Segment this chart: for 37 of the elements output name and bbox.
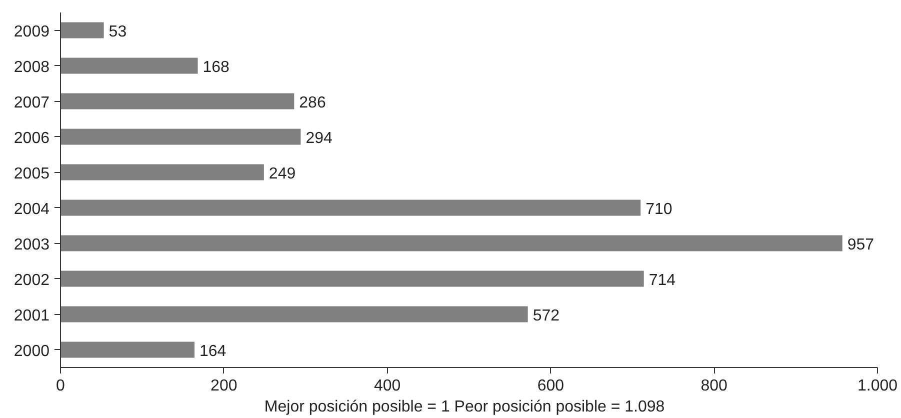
bar (60, 128, 301, 145)
y-tick-label: 2001 (14, 307, 50, 324)
x-tick-label: 1.000 (857, 378, 898, 394)
data-label: 572 (532, 307, 560, 324)
data-label: 714 (648, 272, 676, 289)
bar (60, 58, 198, 74)
bar (60, 306, 528, 322)
x-tick-label: 800 (700, 378, 728, 394)
data-label: 164 (199, 342, 226, 360)
y-tick-label: 2003 (14, 236, 50, 254)
bar (60, 270, 644, 287)
y-tick-label: 2000 (14, 342, 50, 360)
y-tick-label: 2007 (14, 94, 50, 112)
bar (60, 342, 194, 358)
data-label: 294 (306, 130, 332, 147)
data-label: 168 (202, 58, 230, 76)
x-tick-label: 400 (374, 378, 401, 394)
bar (60, 235, 842, 252)
bar (60, 164, 264, 180)
bar (60, 22, 104, 38)
y-tick-label: 2008 (14, 58, 50, 76)
y-tick-label: 2005 (14, 165, 50, 182)
y-tick-label: 2004 (14, 200, 50, 218)
x-axis-title: Mejor posición posible = 1 Peor posición posible = 1.098 (264, 398, 665, 416)
y-tick-label: 2009 (14, 23, 50, 40)
data-label: 286 (299, 94, 326, 112)
data-label: 249 (268, 165, 296, 182)
bar (60, 200, 641, 216)
x-tick-label: 600 (537, 378, 564, 394)
y-tick-label: 2006 (14, 130, 50, 147)
y-tick-label: 2002 (14, 272, 50, 289)
x-tick-label: 0 (56, 378, 66, 394)
data-label: 957 (847, 236, 874, 254)
x-tick-label: 200 (210, 378, 238, 394)
data-label: 53 (108, 23, 127, 40)
data-label: 710 (646, 200, 672, 218)
bar (60, 93, 294, 110)
